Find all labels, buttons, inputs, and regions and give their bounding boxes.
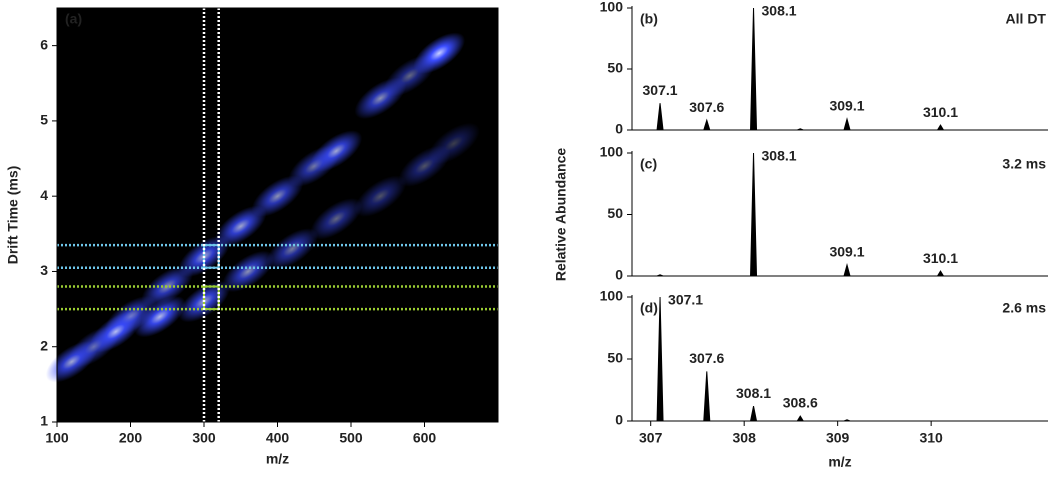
intensity-spot — [222, 250, 274, 293]
peak — [797, 128, 804, 131]
peak-label: 309.1 — [829, 98, 864, 114]
y-tick-label: 6 — [40, 36, 48, 52]
peak-label: 307.1 — [643, 82, 678, 98]
peak-label: 308.1 — [736, 385, 771, 401]
y-tick-label: 100 — [600, 144, 624, 160]
peak-label: 308.1 — [762, 3, 797, 19]
peak — [656, 103, 664, 131]
y-tick-label: 4 — [40, 187, 48, 203]
peak-label: 307.1 — [668, 292, 703, 308]
y-tick-label: 1 — [40, 413, 48, 429]
intensity-spot — [266, 228, 319, 270]
y-tick-label: 0 — [615, 412, 623, 428]
panel-label: (d) — [640, 300, 658, 316]
y-axis-title: Drift Time (ms) — [5, 166, 21, 265]
peak — [843, 117, 851, 131]
intensity-spot — [310, 130, 363, 172]
x-tick-label: 200 — [119, 430, 143, 446]
panel-annotation: All DT — [1006, 11, 1047, 27]
x-tick-label: 310 — [919, 430, 943, 446]
intensity-spot — [134, 295, 186, 338]
y-tick-label: 3 — [40, 262, 48, 278]
peak — [750, 7, 758, 131]
x-tick-label: 600 — [413, 430, 437, 446]
peak-label: 307.6 — [689, 350, 724, 366]
peak — [936, 124, 945, 131]
peak — [656, 296, 664, 422]
peak-label: 309.1 — [829, 244, 864, 260]
peak — [703, 371, 711, 422]
peak-label: 310.1 — [923, 104, 958, 120]
panel-annotation: 2.6 ms — [1002, 300, 1046, 316]
intensity-spot — [214, 205, 267, 247]
peak — [843, 263, 851, 277]
y-tick-label: 50 — [607, 350, 623, 366]
y-tick-label: 2 — [40, 337, 48, 353]
intensity-spot — [251, 175, 304, 217]
y-tick-label: 0 — [615, 121, 623, 137]
y-tick-label: 0 — [615, 267, 623, 283]
peak — [796, 415, 805, 422]
y-tick-label: 100 — [600, 0, 624, 15]
peak — [703, 118, 711, 131]
y-tick-label: 5 — [40, 112, 48, 128]
x-tick-label: 400 — [266, 430, 290, 446]
x-tick-label: 309 — [826, 430, 850, 446]
x-tick-label: 300 — [192, 430, 216, 446]
intensity-spot — [354, 175, 407, 217]
peak-label: 308.1 — [762, 148, 797, 164]
peak-label: 310.1 — [923, 250, 958, 266]
x-axis-title: m/z — [828, 454, 851, 470]
peak — [750, 152, 758, 277]
x-tick-label: 307 — [639, 430, 663, 446]
intensity-spot — [141, 265, 194, 308]
peak-label: 308.6 — [783, 395, 818, 411]
peak — [749, 406, 758, 422]
panel-label: (a) — [65, 11, 82, 27]
intensity-spot — [45, 341, 98, 383]
panel-annotation: 3.2 ms — [1002, 156, 1046, 172]
x-tick-label: 500 — [339, 430, 363, 446]
x-tick-label: 100 — [45, 430, 69, 446]
y-axis-title: Relative Abundance — [553, 148, 569, 282]
peak — [656, 274, 664, 277]
peak-label: 307.6 — [689, 99, 724, 115]
x-tick-label: 308 — [733, 430, 757, 446]
intensity-spot — [310, 198, 363, 240]
panel-label: (b) — [640, 11, 658, 27]
y-tick-label: 50 — [607, 205, 623, 221]
panel-label: (c) — [640, 156, 657, 172]
y-tick-label: 50 — [607, 60, 623, 76]
x-axis-title: m/z — [266, 451, 289, 467]
intensity-spot — [89, 310, 142, 353]
peak — [936, 270, 945, 277]
y-tick-label: 100 — [600, 288, 624, 304]
intensity-spot — [413, 32, 466, 74]
intensity-spot — [428, 122, 480, 165]
